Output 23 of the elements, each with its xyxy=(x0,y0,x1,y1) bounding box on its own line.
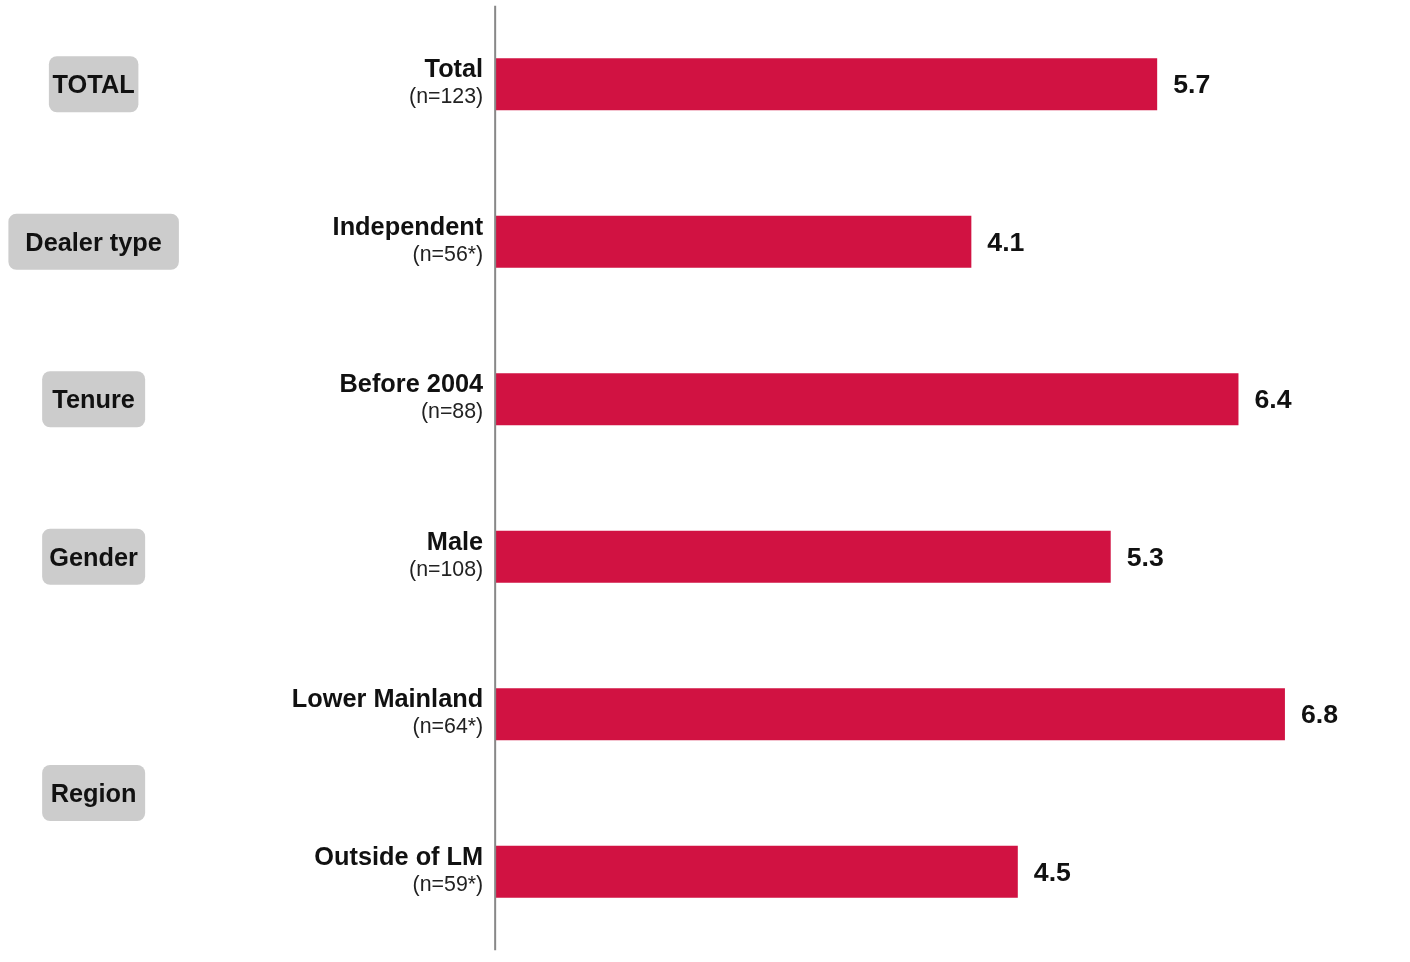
y-tick-label: Total (n=123) xyxy=(409,54,484,109)
y-tick-label: Male (n=108) xyxy=(409,526,484,581)
data-label: 6.8 xyxy=(1300,699,1338,730)
text: TOTAL xyxy=(52,70,135,99)
text: Region xyxy=(50,779,137,807)
bar xyxy=(495,58,1158,111)
bar xyxy=(495,688,1285,741)
bar xyxy=(495,530,1111,583)
text: Dealer type xyxy=(25,227,162,256)
data-label: 5.3 xyxy=(1126,541,1164,572)
data-label: 4.1 xyxy=(987,226,1025,257)
bar xyxy=(495,845,1018,898)
bar xyxy=(495,215,972,268)
text: Gender xyxy=(49,542,139,571)
y-tick-label: Before 2004 (n=88) xyxy=(339,369,484,424)
data-label: 6.4 xyxy=(1254,384,1292,415)
text: Tenure xyxy=(52,385,135,414)
y-tick-label: Outside of LM (n=59*) xyxy=(314,841,484,896)
data-label: 5.7 xyxy=(1173,69,1211,100)
y-tick-label: Independent (n=56*) xyxy=(332,211,484,266)
y-tick-label: Lower Mainland (n=64*) xyxy=(291,684,484,739)
bar xyxy=(495,373,1239,426)
data-label: 4.5 xyxy=(1033,856,1072,887)
